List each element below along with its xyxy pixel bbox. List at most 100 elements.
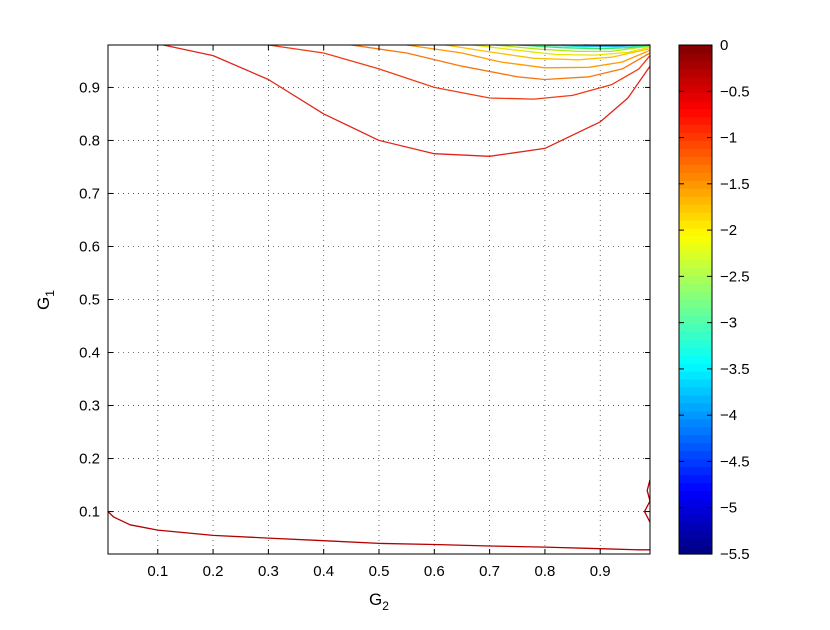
colorbar-band xyxy=(679,315,712,324)
colorbar-band xyxy=(679,100,712,110)
colorbar-tick-label: −1.5 xyxy=(720,176,750,193)
colorbar-band xyxy=(679,522,712,531)
colorbar-band xyxy=(679,227,712,237)
colorbar-band xyxy=(679,180,712,189)
colorbar-band xyxy=(679,371,712,380)
colorbar-tick-label: −4 xyxy=(720,407,737,424)
colorbar-band xyxy=(679,68,712,78)
colorbar-tick-label: −5.5 xyxy=(720,546,750,563)
contour-line xyxy=(107,511,650,551)
colorbar-band xyxy=(679,84,712,94)
colorbar-band xyxy=(679,442,712,452)
contour-line xyxy=(406,44,651,69)
colorbar-band xyxy=(679,76,712,86)
colorbar-band xyxy=(679,164,712,173)
colorbar-tick-label: −2 xyxy=(720,222,737,239)
colorbar-band xyxy=(679,52,712,62)
colorbar-band xyxy=(679,45,712,54)
colorbar-band xyxy=(679,267,712,277)
colorbar-band xyxy=(679,506,712,515)
contour-lines xyxy=(107,44,651,551)
colorbar-band xyxy=(679,466,712,476)
colorbar-band xyxy=(679,148,712,157)
colorbar-band xyxy=(679,339,712,348)
colorbar-band xyxy=(679,60,712,70)
contour-line xyxy=(268,44,651,100)
colorbar-band xyxy=(679,283,712,293)
colorbar-band xyxy=(679,92,712,102)
x-tick-label: 0.8 xyxy=(534,563,555,580)
colorbar-band xyxy=(679,323,712,332)
y-tick-label: 0.5 xyxy=(79,292,100,309)
contour-line xyxy=(445,44,651,61)
colorbar-band xyxy=(679,498,712,507)
colorbar-band xyxy=(679,108,712,118)
contour-line xyxy=(472,44,651,56)
colorbar-band xyxy=(679,379,712,388)
x-tick-label: 0.6 xyxy=(424,563,445,580)
x-tick-label: 0.4 xyxy=(313,563,334,580)
colorbar-band xyxy=(679,243,712,253)
contour-line xyxy=(351,44,651,81)
colorbar-band xyxy=(679,458,712,468)
contour-line xyxy=(163,44,651,157)
colorbar-band xyxy=(679,331,712,340)
colorbar-band xyxy=(679,132,712,142)
y-axis-label: G1 xyxy=(34,290,57,310)
x-tick-label: 0.9 xyxy=(590,563,611,580)
colorbar-band xyxy=(679,299,712,309)
x-tick-label: 0.2 xyxy=(203,563,224,580)
colorbar-tick-label: −3 xyxy=(720,315,737,332)
colorbar-band xyxy=(679,204,712,213)
colorbar-band xyxy=(679,251,712,261)
x-axis-label: G2 xyxy=(369,590,389,613)
colorbar-band xyxy=(679,275,712,285)
axis-ticks: 0.1 0.2 0.3 0.4 0.5 0.6 0.7 0.8 0.9 0.1 0.2 0.3 0.4 0… xyxy=(79,45,650,580)
colorbar-tick-label: −3.5 xyxy=(720,361,750,378)
colorbar-band xyxy=(679,235,712,245)
colorbar-band xyxy=(679,116,712,126)
colorbar-tick-label: −2.5 xyxy=(720,268,750,285)
colorbar-band xyxy=(679,490,712,499)
colorbar-tick-label: −0.5 xyxy=(720,83,750,100)
y-tick-label: 0.8 xyxy=(79,132,100,149)
contour-line xyxy=(495,44,651,53)
colorbar-band xyxy=(679,124,712,134)
colorbar-band xyxy=(679,212,712,221)
colorbar-band xyxy=(679,410,712,420)
colorbar-band xyxy=(679,363,712,372)
grid-lines xyxy=(108,45,650,554)
x-tick-label: 0.3 xyxy=(258,563,279,580)
colorbar-band xyxy=(679,530,712,539)
x-tick-label: 0.1 xyxy=(147,563,168,580)
colorbar-band xyxy=(679,434,712,444)
colorbar-band xyxy=(679,514,712,523)
x-tick-label: 0.5 xyxy=(369,563,390,580)
colorbar-band xyxy=(679,156,712,165)
colorbar-band xyxy=(679,386,712,396)
colorbar-band xyxy=(679,219,712,229)
colorbar-band xyxy=(679,482,712,491)
colorbar-band xyxy=(679,426,712,436)
y-tick-label: 0.6 xyxy=(79,238,100,255)
colorbar-band xyxy=(679,259,712,269)
colorbar-band xyxy=(679,355,712,364)
colorbar-band xyxy=(679,196,712,205)
y-tick-label: 0.2 xyxy=(79,451,100,468)
y-tick-label: 0.9 xyxy=(79,79,100,96)
colorbar-tick-label: −1 xyxy=(720,130,737,147)
colorbar-band xyxy=(679,394,712,404)
colorbar-band xyxy=(679,450,712,460)
colorbar-band xyxy=(679,188,712,197)
colorbar-band xyxy=(679,418,712,428)
colorbar-band xyxy=(679,140,712,149)
y-tick-label: 0.7 xyxy=(79,185,100,202)
colorbar-tick-label: −5 xyxy=(720,500,737,517)
colorbar-tick-label: −4.5 xyxy=(720,453,750,470)
colorbar-band xyxy=(679,402,712,412)
colorbar-band xyxy=(679,307,712,316)
y-tick-label: 0.3 xyxy=(79,398,100,415)
colorbar-band xyxy=(679,474,712,484)
